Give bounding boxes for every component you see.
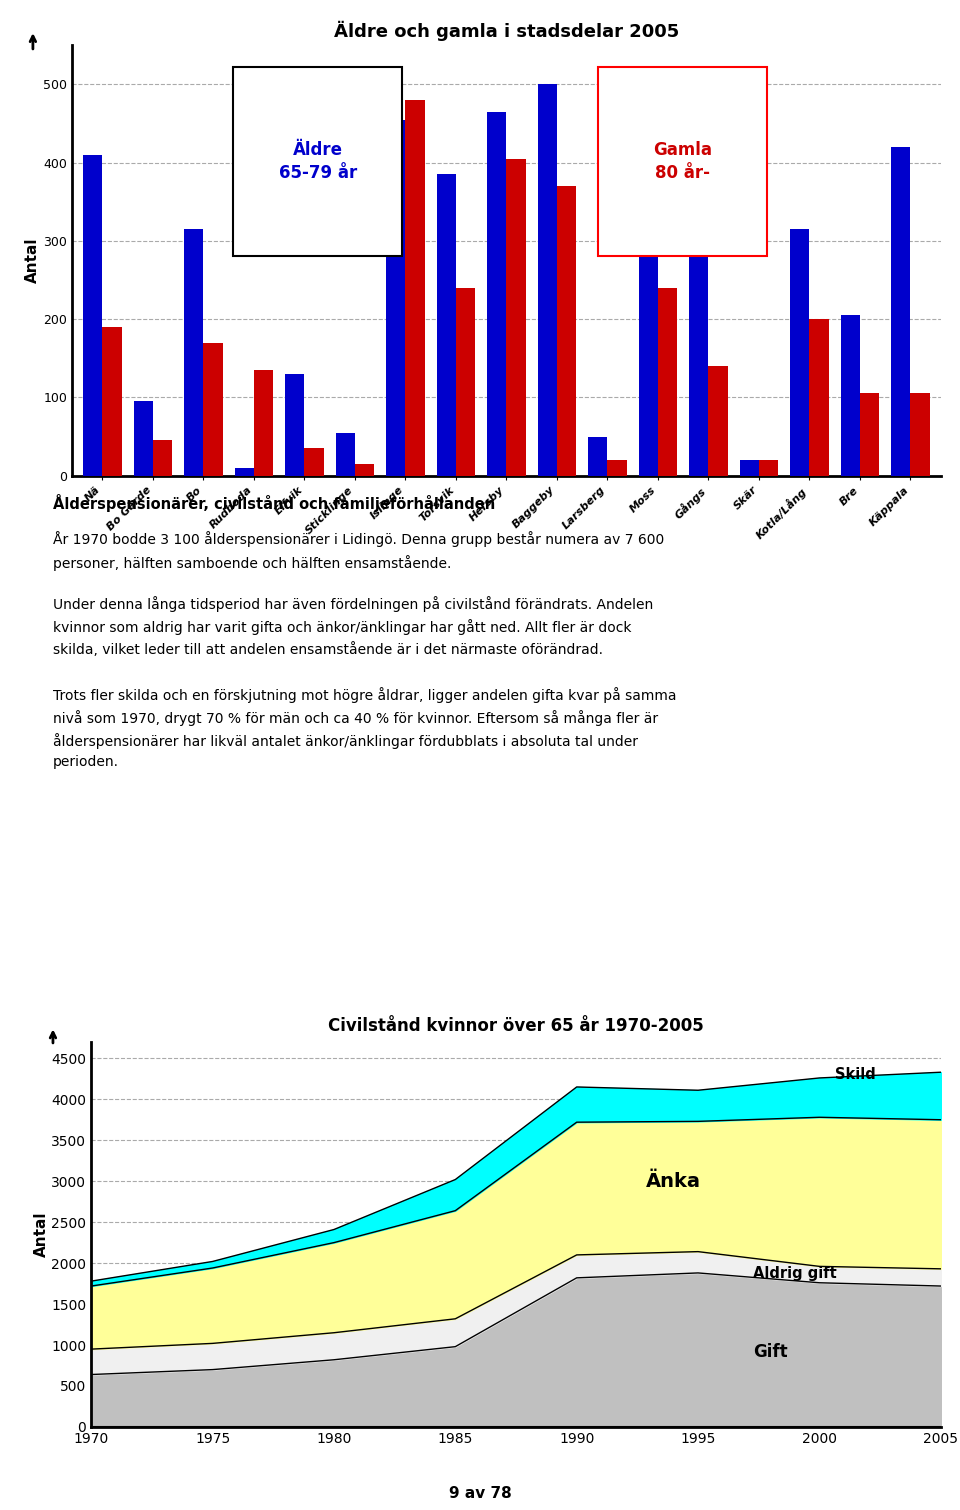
Bar — [84, 156, 103, 476]
Bar — [103, 328, 122, 476]
Bar — [809, 319, 828, 476]
Bar — [841, 316, 860, 476]
Text: Gift: Gift — [754, 1342, 788, 1361]
Text: Under denna långa tidsperiod har även fördelningen på civilstånd förändrats. And: Under denna långa tidsperiod har även fö… — [53, 596, 653, 657]
Bar — [133, 402, 153, 476]
Bar — [336, 432, 355, 476]
FancyBboxPatch shape — [598, 66, 767, 257]
Bar — [557, 186, 576, 476]
Bar — [608, 461, 627, 476]
Bar — [759, 461, 779, 476]
Bar — [153, 441, 172, 476]
Y-axis label: Antal: Antal — [25, 237, 40, 284]
Bar — [891, 146, 910, 476]
Bar — [304, 448, 324, 476]
Text: 9 av 78: 9 av 78 — [448, 1486, 512, 1501]
Bar — [910, 394, 929, 476]
Bar — [437, 174, 456, 476]
Bar — [538, 85, 557, 476]
Y-axis label: Antal: Antal — [34, 1211, 48, 1258]
Bar — [588, 436, 608, 476]
Text: Äldre
65-79 år: Äldre 65-79 år — [278, 140, 357, 183]
Text: Gamla
80 år-: Gamla 80 år- — [653, 140, 712, 183]
Text: Ålderspensionärer, civilstånd och familjeförhållanden: Ålderspensionärer, civilstånd och familj… — [53, 494, 495, 512]
Bar — [355, 464, 374, 476]
Text: Skild: Skild — [835, 1068, 876, 1083]
Title: Civilstånd kvinnor över 65 år 1970-2005: Civilstånd kvinnor över 65 år 1970-2005 — [328, 1016, 704, 1034]
Bar — [860, 394, 879, 476]
FancyBboxPatch shape — [232, 66, 402, 257]
Bar — [740, 461, 759, 476]
Bar — [638, 233, 658, 476]
Bar — [790, 230, 809, 476]
Bar — [689, 202, 708, 476]
Bar — [204, 343, 223, 476]
Bar — [234, 468, 253, 476]
Bar — [405, 100, 424, 476]
Bar — [658, 288, 677, 476]
Text: Änka: Änka — [646, 1172, 702, 1191]
Text: År 1970 bodde 3 100 ålderspensionärer i Lidingö. Denna grupp består numera av 7 : År 1970 bodde 3 100 ålderspensionärer i … — [53, 532, 664, 571]
Title: Äldre och gamla i stadsdelar 2005: Äldre och gamla i stadsdelar 2005 — [334, 21, 679, 41]
Bar — [506, 159, 525, 476]
Bar — [708, 365, 728, 476]
Text: Trots fler skilda och en förskjutning mot högre åldrar, ligger andelen gifta kva: Trots fler skilda och en förskjutning mo… — [53, 687, 676, 769]
Text: Aldrig gift: Aldrig gift — [754, 1267, 837, 1282]
Bar — [184, 230, 204, 476]
Bar — [253, 370, 273, 476]
Bar — [285, 374, 304, 476]
Bar — [456, 288, 475, 476]
Bar — [386, 119, 405, 476]
Bar — [488, 112, 506, 476]
